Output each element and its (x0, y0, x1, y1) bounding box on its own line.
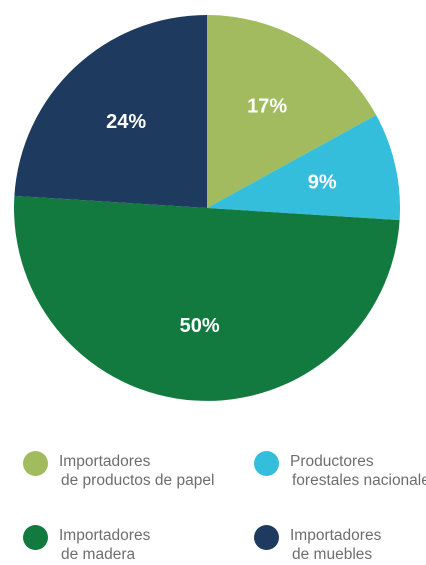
legend-label-line2: forestales nacionales (292, 472, 426, 489)
legend-label-line2: de muebles (292, 546, 373, 563)
green-dot-icon (23, 451, 48, 476)
legend-label-line2: de madera (61, 546, 136, 563)
slice-value-label: 24% (106, 111, 146, 133)
slice-value-label: 17% (247, 95, 287, 117)
legend-label-line1: Importadores (290, 527, 382, 544)
pie-slice-furniture-importers (14, 15, 207, 208)
legend-label-line1: Productores (290, 453, 374, 470)
pie-value-labels: 17% 9% 50% 24% (106, 95, 337, 336)
navy-dot-icon (254, 525, 279, 550)
cyan-dot-icon (254, 451, 279, 476)
legend-label-line1: Importadores (59, 453, 151, 470)
pie-slice-paper-importers (207, 15, 377, 208)
pie-chart: 17% 9% 50% 24% (14, 15, 401, 401)
legend-label-line2: de productos de papel (61, 472, 215, 489)
pie-slice-forest-producers (207, 115, 401, 221)
slice-value-label: 50% (180, 315, 220, 337)
slice-value-label: 9% (308, 171, 337, 193)
dark-green-dot-icon (23, 525, 48, 550)
legend-label-line1: Importadores (59, 527, 151, 544)
pie-slice-wood-importers (14, 195, 400, 401)
pie-slices (14, 15, 401, 401)
